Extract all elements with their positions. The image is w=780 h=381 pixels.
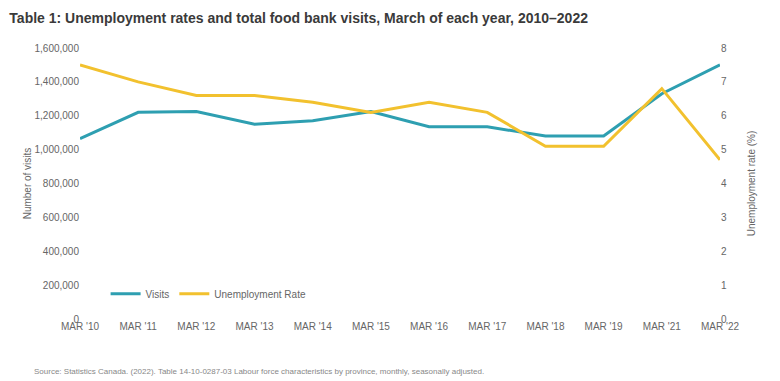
svg-text:MAR '22: MAR '22	[701, 321, 739, 332]
svg-text:800,000: 800,000	[43, 178, 80, 189]
svg-text:1: 1	[721, 280, 727, 291]
svg-text:1,200,000: 1,200,000	[35, 110, 80, 121]
svg-text:MAR '14: MAR '14	[294, 321, 332, 332]
svg-text:1,400,000: 1,400,000	[35, 76, 80, 87]
svg-text:4: 4	[721, 178, 727, 189]
svg-text:7: 7	[721, 76, 727, 87]
svg-text:MAR '21: MAR '21	[643, 321, 681, 332]
svg-text:MAR '15: MAR '15	[352, 321, 390, 332]
svg-text:MAR '19: MAR '19	[585, 321, 623, 332]
svg-text:Number of visits: Number of visits	[22, 148, 33, 220]
svg-text:MAR '10: MAR '10	[61, 321, 99, 332]
svg-text:DOI: https://www150.statcan.gc: DOI: https://www150.statcan.gc.ca/t1/tbl…	[34, 379, 525, 381]
svg-text:Unemployment Rate: Unemployment Rate	[214, 289, 306, 300]
svg-text:Table 1: Unemployment rates an: Table 1: Unemployment rates and total fo…	[9, 10, 588, 26]
svg-text:400,000: 400,000	[43, 246, 80, 257]
svg-text:3: 3	[721, 212, 727, 223]
svg-text:5: 5	[721, 144, 727, 155]
svg-text:MAR '12: MAR '12	[177, 321, 215, 332]
svg-text:MAR '11: MAR '11	[120, 321, 158, 332]
svg-text:1,600,000: 1,600,000	[35, 43, 80, 54]
svg-text:MAR '18: MAR '18	[526, 321, 564, 332]
svg-text:2: 2	[721, 246, 727, 257]
svg-text:Source: Statistics Canada. (20: Source: Statistics Canada. (2022). Table…	[34, 367, 484, 376]
svg-text:MAR '16: MAR '16	[410, 321, 448, 332]
svg-text:Unemployment rate (%): Unemployment rate (%)	[746, 131, 757, 237]
svg-text:200,000: 200,000	[43, 280, 80, 291]
svg-text:8: 8	[721, 43, 727, 54]
svg-text:600,000: 600,000	[43, 212, 80, 223]
svg-text:0: 0	[73, 314, 79, 325]
svg-text:0: 0	[721, 314, 727, 325]
svg-text:Visits: Visits	[146, 289, 170, 300]
svg-text:1,000,000: 1,000,000	[35, 144, 80, 155]
svg-text:MAR '17: MAR '17	[468, 321, 506, 332]
svg-text:6: 6	[721, 110, 727, 121]
svg-text:MAR '13: MAR '13	[236, 321, 274, 332]
